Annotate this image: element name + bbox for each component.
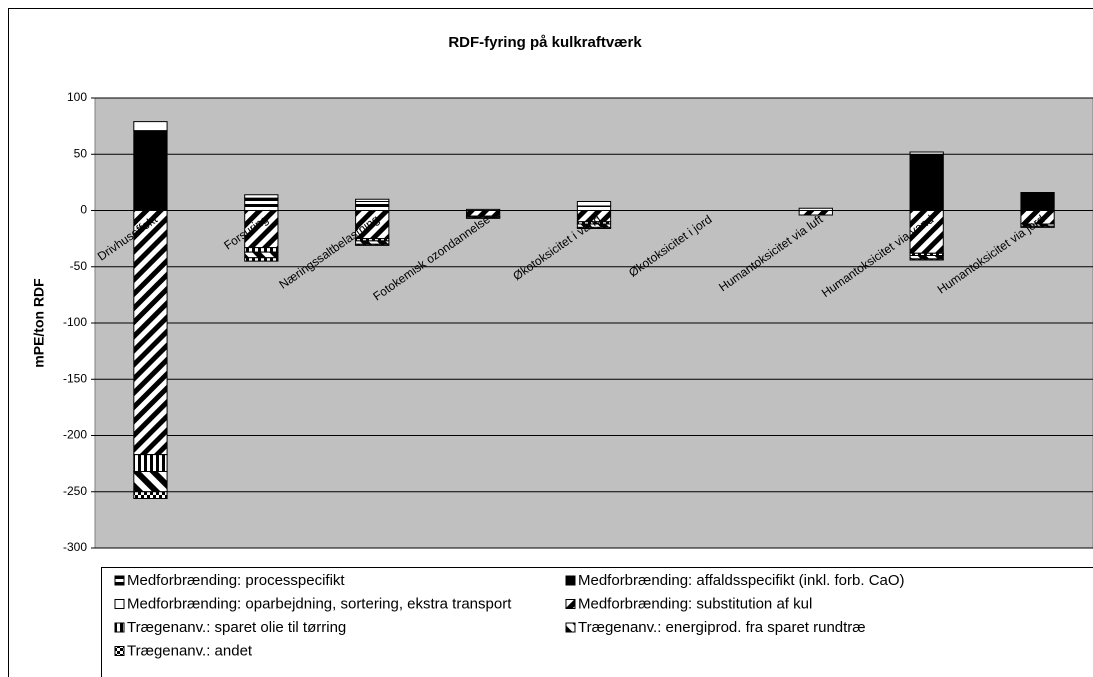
legend-label: Medforbrænding: processpecifikt (127, 572, 345, 589)
bar-segment (576, 205, 612, 211)
y-tick-label: -250 (63, 484, 87, 498)
y-tick-label: -200 (63, 428, 87, 442)
legend-swatch (114, 646, 125, 656)
bar-segment (133, 121, 168, 132)
legend-swatch (114, 622, 125, 633)
bar-segment (355, 240, 390, 245)
bar-segment (133, 130, 168, 211)
legend-label: Trægenanv.: energiprod. fra sparet rundt… (578, 619, 866, 636)
bar-segment (1020, 225, 1055, 228)
legend-swatch (565, 575, 576, 586)
legend-label: Medforbrænding: oparbejdning, sortering,… (127, 595, 512, 612)
bar-segment (576, 226, 612, 229)
bar-segment (909, 151, 944, 155)
bar-segment (244, 247, 279, 253)
legend-label: Trægenanv.: andet (127, 642, 253, 659)
bar-segment (909, 153, 944, 211)
bar-segment (244, 194, 279, 199)
y-tick-label: -150 (63, 371, 87, 385)
legend (101, 567, 1093, 677)
bar-segment (133, 491, 168, 499)
bar-segment (133, 471, 168, 493)
bar-segment (355, 201, 390, 211)
bar-segment (1020, 192, 1055, 211)
bar-segment (909, 258, 944, 261)
bar-segment (576, 201, 612, 207)
legend-swatch (565, 599, 576, 609)
chart-title: RDF-fyring på kulkraftværk (448, 34, 642, 51)
legend-label: Trægenanv.: sparet olie til tørring (127, 619, 346, 636)
y-tick-label: 0 (80, 203, 87, 217)
legend-swatch (114, 575, 125, 586)
bar-segment (355, 243, 390, 246)
bar-segment (909, 255, 944, 260)
bar-segment (133, 454, 168, 472)
y-tick-label: -50 (70, 259, 88, 273)
bar-segment (465, 216, 501, 219)
y-tick-label: -300 (63, 540, 87, 554)
legend-swatch (565, 622, 576, 633)
y-tick-label: 50 (74, 146, 88, 160)
legend-swatch (114, 599, 125, 609)
y-tick-label: -100 (63, 315, 87, 329)
y-tick-label: 100 (67, 90, 87, 104)
bar-segment (244, 257, 279, 262)
legend-label: Medforbrænding: substitution af kul (578, 595, 812, 612)
bar-segment (244, 251, 279, 259)
y-axis-label: mPE/ton RDF (31, 278, 47, 368)
bar-segment (244, 197, 279, 211)
legend-label: Medforbrænding: affaldsspecifikt (inkl. … (578, 572, 905, 589)
bar-segment (355, 198, 390, 202)
bar-segment (133, 210, 168, 456)
